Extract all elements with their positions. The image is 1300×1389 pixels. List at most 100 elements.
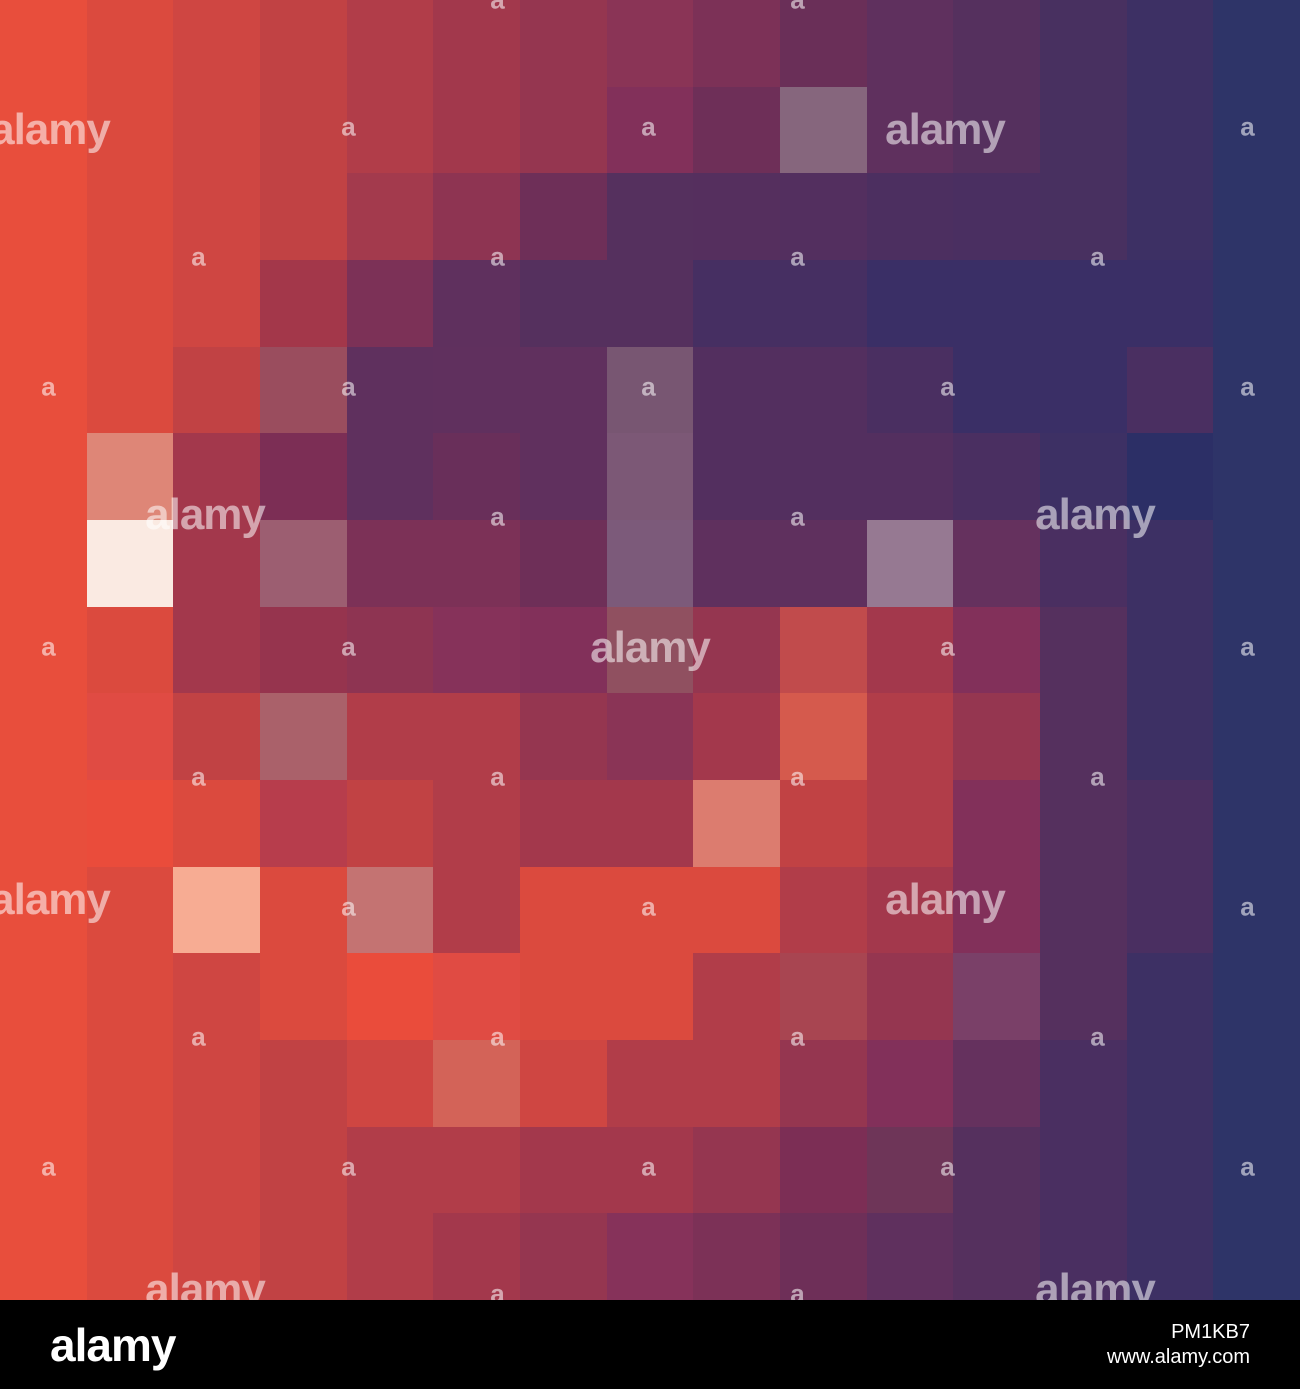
mosaic-tile xyxy=(693,0,780,87)
mosaic-tile xyxy=(866,346,954,434)
mosaic-tile xyxy=(86,693,174,780)
mosaic-tile xyxy=(173,0,260,87)
mosaic-tile xyxy=(866,866,954,954)
mosaic-tile xyxy=(0,346,87,434)
mosaic-tile xyxy=(693,173,780,260)
mosaic-tile xyxy=(606,86,694,174)
mosaic-tile xyxy=(519,173,607,260)
footer-bar: alamy PM1KB7 www.alamy.com xyxy=(0,1300,1300,1389)
mosaic-tile xyxy=(1213,866,1300,954)
mosaic-tile xyxy=(433,1126,520,1214)
mosaic-tile xyxy=(259,606,347,694)
mosaic-tile xyxy=(1039,1213,1127,1300)
mosaic-tile xyxy=(1126,86,1214,174)
mosaic-tile xyxy=(693,866,780,954)
mosaic-tile xyxy=(1126,173,1214,260)
mosaic-tile xyxy=(86,86,174,174)
mosaic-tile xyxy=(259,346,347,434)
mosaic-tile xyxy=(606,693,694,780)
mosaic-tile xyxy=(606,259,694,347)
mosaic-tile xyxy=(779,86,867,174)
mosaic-tile xyxy=(433,259,520,347)
mosaic-tile xyxy=(0,519,87,607)
mosaic-tile xyxy=(779,1213,867,1300)
mosaic-tile xyxy=(86,866,174,954)
mosaic-tile xyxy=(1126,953,1214,1040)
mosaic-tile xyxy=(173,519,260,607)
mosaic-tile xyxy=(953,1213,1040,1300)
mosaic-tile xyxy=(1039,0,1127,87)
mosaic-tile xyxy=(606,519,694,607)
mosaic-tile xyxy=(1213,1213,1300,1300)
mosaic-tile xyxy=(346,693,434,780)
mosaic-tile xyxy=(86,1126,174,1214)
mosaic-tile xyxy=(866,1213,954,1300)
mosaic-tile xyxy=(953,259,1040,347)
mosaic-tile xyxy=(953,953,1040,1040)
mosaic-tile xyxy=(0,866,87,954)
mosaic-tile xyxy=(519,346,607,434)
mosaic-tile xyxy=(173,433,260,520)
mosaic-tile xyxy=(1213,693,1300,780)
mosaic-tile xyxy=(1126,866,1214,954)
mosaic-tile xyxy=(0,1213,87,1300)
mosaic-tile xyxy=(0,86,87,174)
mosaic-tile xyxy=(346,433,434,520)
mosaic-tile xyxy=(173,1213,260,1300)
mosaic-tile xyxy=(259,866,347,954)
mosaic-tile xyxy=(693,519,780,607)
mosaic-tile xyxy=(433,606,520,694)
mosaic-tile xyxy=(433,173,520,260)
mosaic-tile xyxy=(1039,346,1127,434)
mosaic-tile xyxy=(866,173,954,260)
mosaic-tile xyxy=(259,86,347,174)
mosaic-tile xyxy=(173,173,260,260)
mosaic-tile xyxy=(173,693,260,780)
mosaic-tile xyxy=(519,1213,607,1300)
mosaic-tile xyxy=(866,259,954,347)
mosaic-tile xyxy=(259,1039,347,1127)
mosaic-tile xyxy=(173,346,260,434)
mosaic-tile xyxy=(606,606,694,694)
mosaic-tile xyxy=(1039,519,1127,607)
site-url: www.alamy.com xyxy=(1107,1345,1250,1368)
mosaic-tile xyxy=(693,606,780,694)
mosaic-tile xyxy=(953,1126,1040,1214)
mosaic-tile xyxy=(1039,86,1127,174)
mosaic-tile xyxy=(1213,1039,1300,1127)
mosaic-tile xyxy=(0,693,87,780)
mosaic-tile xyxy=(0,0,87,87)
mosaic-tile xyxy=(1126,346,1214,434)
mosaic-tile xyxy=(866,693,954,780)
mosaic-tile xyxy=(173,866,260,954)
mosaic-tile xyxy=(433,433,520,520)
mosaic-tile xyxy=(86,606,174,694)
mosaic-tile xyxy=(1213,606,1300,694)
mosaic-tile xyxy=(779,866,867,954)
mosaic-tile xyxy=(346,259,434,347)
mosaic-tile xyxy=(606,866,694,954)
mosaic-tile xyxy=(606,1126,694,1214)
mosaic-tile xyxy=(433,0,520,87)
mosaic-tile xyxy=(1213,259,1300,347)
mosaic-tile xyxy=(1213,519,1300,607)
mosaic-tile xyxy=(779,519,867,607)
mosaic-tile xyxy=(606,1039,694,1127)
mosaic-tile xyxy=(86,1039,174,1127)
mosaic-tile xyxy=(1039,173,1127,260)
mosaic-tile xyxy=(346,1126,434,1214)
mosaic-tile xyxy=(0,173,87,260)
mosaic-tile xyxy=(606,1213,694,1300)
mosaic-tile xyxy=(346,519,434,607)
mosaic-tile xyxy=(606,0,694,87)
mosaic-tile xyxy=(1039,953,1127,1040)
mosaic-tile xyxy=(779,693,867,780)
alamy-logo: alamy xyxy=(50,1318,176,1371)
mosaic-tile xyxy=(0,1126,87,1214)
mosaic-tile xyxy=(86,1213,174,1300)
mosaic-tile xyxy=(519,1126,607,1214)
mosaic-tile xyxy=(86,0,174,87)
mosaic-tile xyxy=(1213,346,1300,434)
mosaic-tile xyxy=(1126,693,1214,780)
mosaic-tile xyxy=(1213,953,1300,1040)
